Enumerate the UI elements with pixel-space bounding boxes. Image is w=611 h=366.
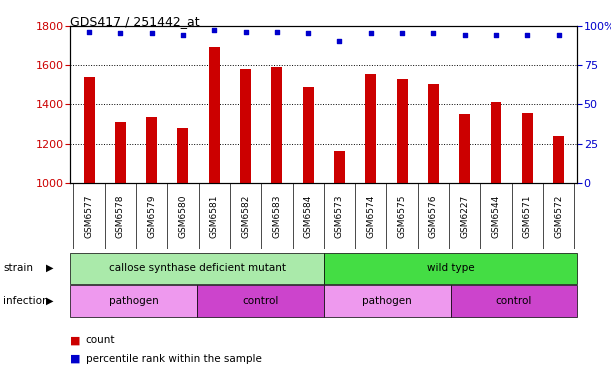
Point bbox=[272, 29, 282, 35]
Point bbox=[460, 32, 470, 38]
Text: GSM6573: GSM6573 bbox=[335, 194, 344, 238]
Text: GSM6578: GSM6578 bbox=[116, 194, 125, 238]
Point bbox=[491, 32, 501, 38]
Point bbox=[397, 31, 407, 37]
Bar bbox=[324, 253, 577, 284]
Bar bbox=[324, 285, 450, 317]
Text: control: control bbox=[496, 296, 532, 306]
Text: pathogen: pathogen bbox=[362, 296, 412, 306]
Text: ▶: ▶ bbox=[46, 263, 53, 273]
Text: GSM6576: GSM6576 bbox=[429, 194, 438, 238]
Text: ▶: ▶ bbox=[46, 296, 53, 306]
Point bbox=[366, 31, 376, 37]
Point bbox=[554, 32, 563, 38]
Bar bbox=[553, 136, 564, 183]
Bar bbox=[115, 122, 126, 183]
Text: infection: infection bbox=[3, 296, 49, 306]
Bar bbox=[197, 285, 324, 317]
Bar bbox=[302, 87, 313, 183]
Text: GDS417 / 251442_at: GDS417 / 251442_at bbox=[70, 15, 200, 28]
Text: GSM6584: GSM6584 bbox=[304, 194, 313, 238]
Bar bbox=[522, 113, 533, 183]
Text: control: control bbox=[242, 296, 279, 306]
Text: wild type: wild type bbox=[427, 263, 474, 273]
Text: GSM6583: GSM6583 bbox=[273, 194, 282, 238]
Point bbox=[241, 29, 251, 35]
Text: GSM6577: GSM6577 bbox=[84, 194, 93, 238]
Text: pathogen: pathogen bbox=[109, 296, 158, 306]
Bar bbox=[450, 285, 577, 317]
Bar bbox=[240, 69, 251, 183]
Text: callose synthase deficient mutant: callose synthase deficient mutant bbox=[109, 263, 285, 273]
Bar bbox=[271, 67, 282, 183]
Text: GSM6574: GSM6574 bbox=[366, 194, 375, 238]
Bar bbox=[397, 79, 408, 183]
Text: GSM6582: GSM6582 bbox=[241, 194, 250, 238]
Text: percentile rank within the sample: percentile rank within the sample bbox=[86, 354, 262, 364]
Text: GSM6571: GSM6571 bbox=[523, 194, 532, 238]
Point bbox=[115, 31, 125, 37]
Bar bbox=[428, 84, 439, 183]
Bar bbox=[459, 114, 470, 183]
Bar bbox=[84, 77, 95, 183]
Text: GSM6575: GSM6575 bbox=[398, 194, 406, 238]
Bar bbox=[491, 102, 502, 183]
Point bbox=[210, 27, 219, 33]
Text: GSM6227: GSM6227 bbox=[460, 194, 469, 238]
Text: GSM6579: GSM6579 bbox=[147, 194, 156, 238]
Text: GSM6544: GSM6544 bbox=[491, 194, 500, 238]
Point bbox=[428, 31, 438, 37]
Bar bbox=[334, 150, 345, 183]
Bar bbox=[146, 117, 157, 183]
Point bbox=[147, 31, 156, 37]
Bar bbox=[209, 47, 220, 183]
Point bbox=[303, 31, 313, 37]
Point bbox=[335, 38, 345, 44]
Bar bbox=[70, 285, 197, 317]
Bar bbox=[70, 253, 324, 284]
Text: GSM6572: GSM6572 bbox=[554, 194, 563, 238]
Text: count: count bbox=[86, 335, 115, 346]
Bar bbox=[177, 128, 188, 183]
Text: GSM6581: GSM6581 bbox=[210, 194, 219, 238]
Point bbox=[84, 29, 94, 35]
Text: GSM6580: GSM6580 bbox=[178, 194, 188, 238]
Point bbox=[522, 32, 532, 38]
Text: strain: strain bbox=[3, 263, 33, 273]
Point bbox=[178, 32, 188, 38]
Bar bbox=[365, 74, 376, 183]
Text: ■: ■ bbox=[70, 335, 81, 346]
Text: ■: ■ bbox=[70, 354, 81, 364]
